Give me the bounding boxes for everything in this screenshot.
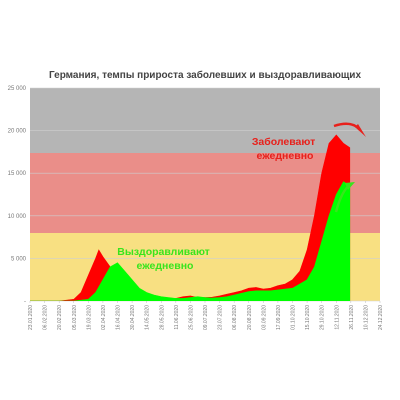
flag-black-stripe <box>30 88 380 153</box>
x-tick-label: 12.11.2020 <box>334 305 340 330</box>
x-tick-label: 01.10.2020 <box>291 305 297 330</box>
y-tick-label: 25 000 <box>8 86 27 92</box>
x-tick-label: 05.03.2020 <box>72 305 78 330</box>
chart-title: Германия, темпы прироста заболевших и вы… <box>49 69 361 81</box>
x-tick-label: 28.05.2020 <box>159 305 165 330</box>
x-tick-label: 17.09.2020 <box>276 305 282 330</box>
x-tick-label: 20.08.2020 <box>247 305 253 330</box>
x-tick-label: 23.07.2020 <box>218 305 224 330</box>
x-tick-label: 06.02.2020 <box>43 305 49 330</box>
annotation-recovered: Выздоравливают ежедневно <box>117 246 212 272</box>
x-tick-label: 16.04.2020 <box>116 305 122 330</box>
red-trend-arrowhead <box>355 124 366 137</box>
x-tick-label: 02.04.2020 <box>101 305 107 330</box>
x-tick-label: 15.10.2020 <box>305 305 311 330</box>
x-tick-label: 11.06.2020 <box>174 305 180 330</box>
y-tick-label: 20 000 <box>8 129 27 135</box>
x-tick-label: 03.09.2020 <box>261 305 267 330</box>
green-trend-arrowhead <box>345 182 355 190</box>
annotation-recovered-line-1: Выздоравливают <box>117 246 210 258</box>
x-tick-label: 29.10.2020 <box>320 305 326 330</box>
x-tick-label: 14.05.2020 <box>145 305 151 330</box>
annotation-cases-line-2: ежедневно <box>257 150 314 162</box>
x-tick-label: 06.08.2020 <box>232 305 238 330</box>
series-recovered-area <box>30 181 351 301</box>
x-tick-label: 25.06.2020 <box>188 305 194 330</box>
y-tick-label: 5 000 <box>11 256 27 262</box>
y-axis: - 5 000 10 000 15 000 20 000 25 000 <box>8 86 27 305</box>
x-tick-label: 09.07.2020 <box>203 305 209 330</box>
y-tick-label: - <box>24 299 26 305</box>
annotation-cases: Заболевают ежедневно <box>252 136 318 162</box>
series-layer <box>30 134 351 301</box>
x-tick-label: 23.01.2020 <box>28 305 34 330</box>
x-axis: 23.01.2020 06.02.2020 20.02.2020 05.03.2020… <box>28 301 384 330</box>
x-tick-label: 24.12.2020 <box>378 305 384 330</box>
x-tick-label: 19.03.2020 <box>86 305 92 330</box>
annotation-recovered-line-2: ежедневно <box>137 260 194 272</box>
y-tick-label: 15 000 <box>8 171 27 177</box>
annotation-cases-line-1: Заболевают <box>252 136 315 148</box>
y-tick-label: 10 000 <box>8 214 27 220</box>
x-tick-label: 10.12.2020 <box>363 305 369 330</box>
x-tick-label: 30.04.2020 <box>130 305 136 330</box>
x-tick-label: 20.02.2020 <box>57 305 63 330</box>
x-tick-label: 26.11.2020 <box>349 305 355 330</box>
